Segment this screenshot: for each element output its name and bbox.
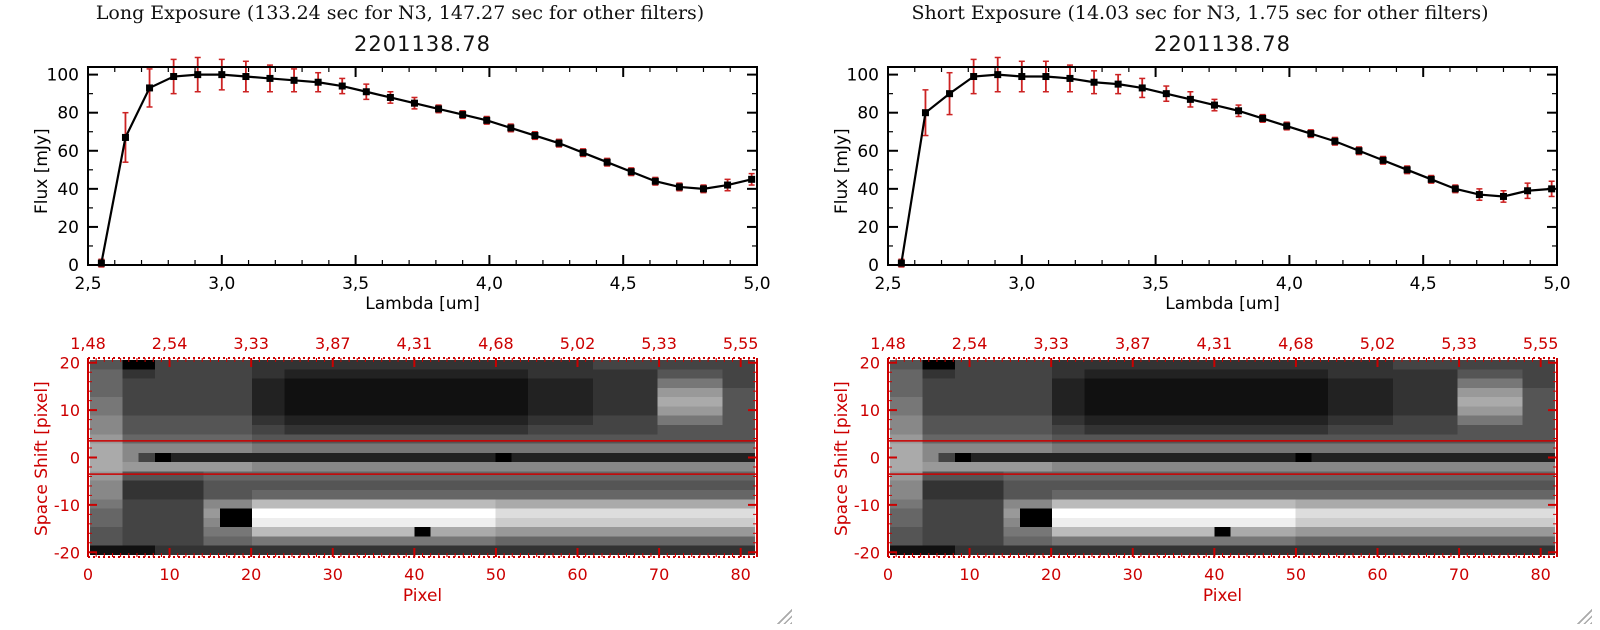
wavelength-tick-label: 5,33: [641, 334, 677, 353]
long-exposure-panel: Long Exposure (133.24 sec for N3, 147.27…: [32, 2, 792, 624]
wavelength-tick-label: 4,68: [1278, 334, 1314, 353]
wavelength-tick-label: 5,55: [1523, 334, 1559, 353]
pixel-tick-label: 80: [1531, 565, 1551, 584]
pixel-tick-label: 70: [1449, 565, 1469, 584]
wavelength-tick-label: 3,33: [1033, 334, 1069, 353]
y-tick-label: 60: [57, 142, 79, 162]
x-tick-label: 3,5: [342, 274, 369, 294]
pixel-tick-label: 60: [1367, 565, 1387, 584]
spectral-image: [90, 360, 755, 555]
y-tick-label: 60: [857, 142, 879, 162]
pixel-tick-label: 50: [486, 565, 506, 584]
space-shift-tick-label: -10: [854, 496, 880, 515]
y-tick-label: 80: [57, 104, 79, 124]
pixel-tick-label: 20: [1041, 565, 1061, 584]
lambda-axis-label: Lambda [um]: [1165, 294, 1280, 314]
object-id-title: 2201138.78: [1154, 32, 1291, 56]
pixel-tick-label: 40: [404, 565, 424, 584]
x-tick-label: 5,0: [743, 274, 770, 294]
wavelength-tick-label: 2,54: [952, 334, 988, 353]
wavelength-tick-label: 4,31: [1197, 334, 1233, 353]
y-tick-label: 20: [57, 218, 79, 238]
x-tick-label: 2,5: [874, 274, 901, 294]
wavelength-tick-label: 5,33: [1441, 334, 1477, 353]
space-shift-tick-label: 20: [60, 354, 80, 373]
panel-title: Short Exposure (14.03 sec for N3, 1.75 s…: [911, 2, 1489, 24]
pixel-tick-label: 10: [959, 565, 979, 584]
wavelength-tick-label: 3,87: [1115, 334, 1151, 353]
spectral-image: [890, 360, 1555, 555]
wavelength-tick-label: 5,55: [723, 334, 759, 353]
flux-axis-label: Flux [mJy]: [832, 128, 852, 214]
space-shift-tick-label: -10: [54, 496, 80, 515]
y-tick-label: 80: [857, 104, 879, 124]
pixel-tick-label: 30: [1123, 565, 1143, 584]
pixel-tick-label: 20: [241, 565, 261, 584]
wavelength-tick-label: 3,87: [315, 334, 351, 353]
x-tick-label: 4,5: [1410, 274, 1437, 294]
y-tick-label: 40: [57, 180, 79, 200]
space-shift-tick-label: -20: [54, 543, 80, 562]
image-plot-axes: 1,48 2,54 3,33 3,87 4,31 4,68 5,02 5,33 5,55 0 10 2…: [54, 334, 759, 584]
x-tick-label: 2,5: [74, 274, 101, 294]
pixel-tick-label: 0: [883, 565, 893, 584]
y-tick-label: 0: [868, 256, 879, 276]
y-tick-label: 40: [857, 180, 879, 200]
image-plot-axes: 1,48 2,54 3,33 3,87 4,31 4,68 5,02 5,33 5,55 0 10 2…: [854, 334, 1559, 584]
y-tick-label: 100: [47, 66, 79, 86]
pixel-axis-label: Pixel: [1202, 586, 1243, 606]
space-shift-tick-label: 20: [860, 354, 880, 373]
x-tick-label: 5,0: [1543, 274, 1570, 294]
pixel-tick-label: 10: [159, 565, 179, 584]
x-tick-label: 4,5: [610, 274, 637, 294]
wavelength-tick-label: 4,68: [478, 334, 514, 353]
wavelength-tick-label: 3,33: [233, 334, 269, 353]
wavelength-tick-label: 2,54: [152, 334, 188, 353]
wavelength-tick-label: 5,02: [560, 334, 596, 353]
wavelength-tick-label: 5,02: [1360, 334, 1396, 353]
y-tick-label: 0: [68, 256, 79, 276]
x-tick-label: 4,0: [476, 274, 503, 294]
pixel-tick-label: 50: [1286, 565, 1306, 584]
pixel-tick-label: 80: [731, 565, 751, 584]
spectrum-plot: 2,5 3,0 3,5 4,0 4,5 5,0 0 20 40 60 80 100: [47, 56, 771, 294]
lambda-axis-label: Lambda [um]: [365, 294, 480, 314]
pixel-axis-label: Pixel: [402, 586, 443, 606]
y-tick-label: 100: [847, 66, 879, 86]
wavelength-tick-label: 1,48: [70, 334, 106, 353]
x-tick-label: 4,0: [1276, 274, 1303, 294]
flux-axis-label: Flux [mJy]: [32, 128, 52, 214]
y-tick-label: 20: [857, 218, 879, 238]
object-id-title: 2201138.78: [354, 32, 491, 56]
pixel-tick-label: 70: [649, 565, 669, 584]
spectrum-plot: 2,5 3,0 3,5 4,0 4,5 5,0 0 20 40 60 80 100: [847, 56, 1571, 294]
x-tick-label: 3,0: [208, 274, 235, 294]
panel-title: Long Exposure (133.24 sec for N3, 147.27…: [95, 2, 705, 24]
wavelength-tick-label: 4,31: [397, 334, 433, 353]
pixel-tick-label: 0: [83, 565, 93, 584]
pixel-tick-label: 60: [567, 565, 587, 584]
x-tick-label: 3,0: [1008, 274, 1035, 294]
x-tick-label: 3,5: [1142, 274, 1169, 294]
short-exposure-panel: Short Exposure (14.03 sec for N3, 1.75 s…: [800, 0, 1600, 630]
space-shift-tick-label: -20: [854, 543, 880, 562]
space-shift-tick-label: 0: [870, 449, 880, 468]
pixel-tick-label: 30: [323, 565, 343, 584]
pixel-tick-label: 40: [1204, 565, 1224, 584]
space-shift-tick-label: 0: [70, 449, 80, 468]
space-shift-tick-label: 10: [860, 401, 880, 420]
space-shift-tick-label: 10: [60, 401, 80, 420]
space-shift-axis-label: Space Shift [pixel]: [32, 381, 52, 536]
wavelength-tick-label: 1,48: [870, 334, 906, 353]
space-shift-axis-label: Space Shift [pixel]: [832, 381, 852, 536]
